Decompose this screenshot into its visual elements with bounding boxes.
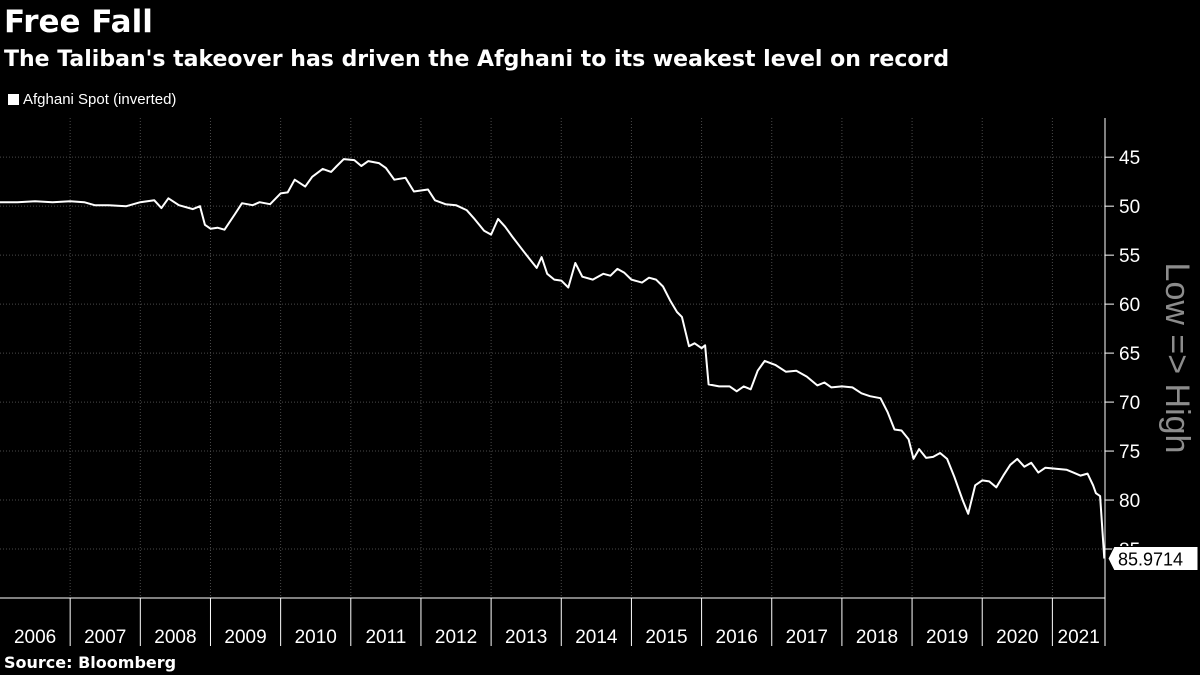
y-tick-label: 60: [1119, 295, 1140, 316]
last-value-marker: [1107, 546, 1199, 572]
x-tick-label: 2019: [926, 627, 968, 648]
x-tick-label: 2013: [505, 627, 547, 648]
x-tick-label: 2011: [365, 627, 406, 648]
series-line: [0, 158, 1106, 559]
x-tick-label: 2018: [856, 627, 898, 648]
y-tick-label: 50: [1119, 197, 1140, 218]
chart-title: Free Fall: [4, 4, 153, 40]
x-tick-label: 2017: [786, 627, 828, 648]
y-tick-label: 65: [1119, 344, 1140, 365]
x-tick-label: 2007: [84, 627, 126, 648]
x-tick-label: 2006: [14, 627, 56, 648]
x-tick-label: 2020: [996, 627, 1038, 648]
legend-label: Afghani Spot (inverted): [23, 91, 177, 108]
x-tick-label: 2014: [575, 627, 618, 648]
x-tick-label: 2008: [154, 627, 196, 648]
legend: Afghani Spot (inverted): [8, 91, 176, 108]
x-tick-label: 2012: [435, 627, 477, 648]
y-tick-label: 80: [1119, 491, 1140, 512]
legend-swatch: [8, 94, 19, 105]
y-axis-label: Low => High: [1158, 263, 1196, 454]
y-tick-label: 45: [1119, 148, 1140, 169]
y-tick-label: 55: [1119, 246, 1140, 267]
y-tick-label: 75: [1119, 442, 1140, 463]
source-note: Source: Bloomberg: [4, 653, 177, 672]
chart-subtitle: The Taliban's takeover has driven the Af…: [4, 47, 950, 72]
x-tick-label: 2021: [1058, 627, 1100, 648]
y-tick-label: 70: [1119, 393, 1140, 414]
x-tick-label: 2015: [645, 627, 687, 648]
last-value-label: 85.9714: [1118, 550, 1183, 570]
x-tick-label: 2009: [224, 627, 266, 648]
x-tick-label: 2010: [295, 627, 337, 648]
x-tick-label: 2016: [716, 627, 758, 648]
